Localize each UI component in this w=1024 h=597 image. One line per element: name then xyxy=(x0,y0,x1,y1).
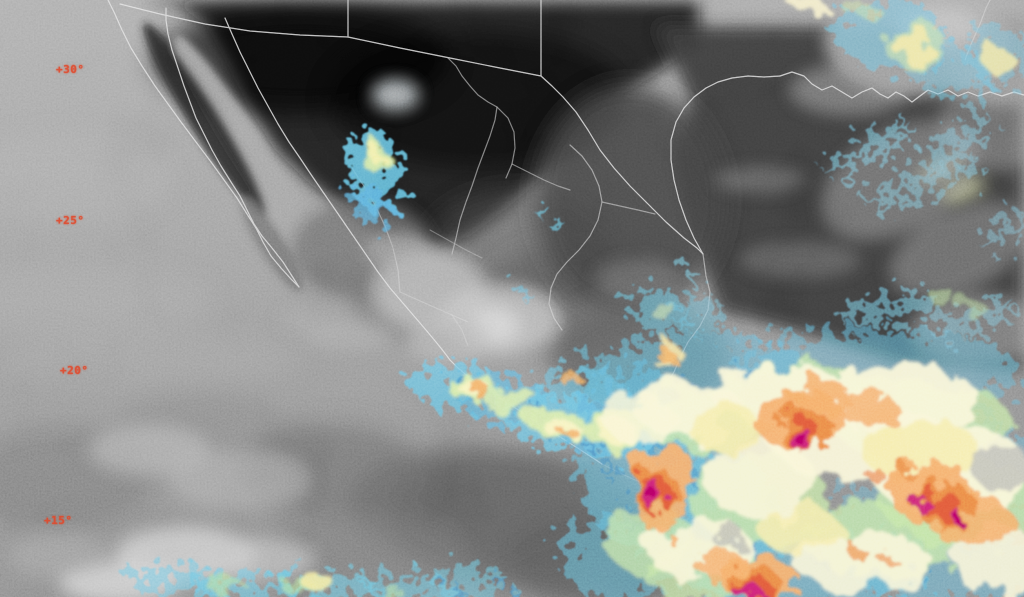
latitude-label-20: +20° xyxy=(60,364,89,377)
latitude-label-15: +15° xyxy=(44,514,73,527)
latitude-label-30: +30° xyxy=(56,63,85,76)
latitude-label-25: +25° xyxy=(56,214,85,227)
